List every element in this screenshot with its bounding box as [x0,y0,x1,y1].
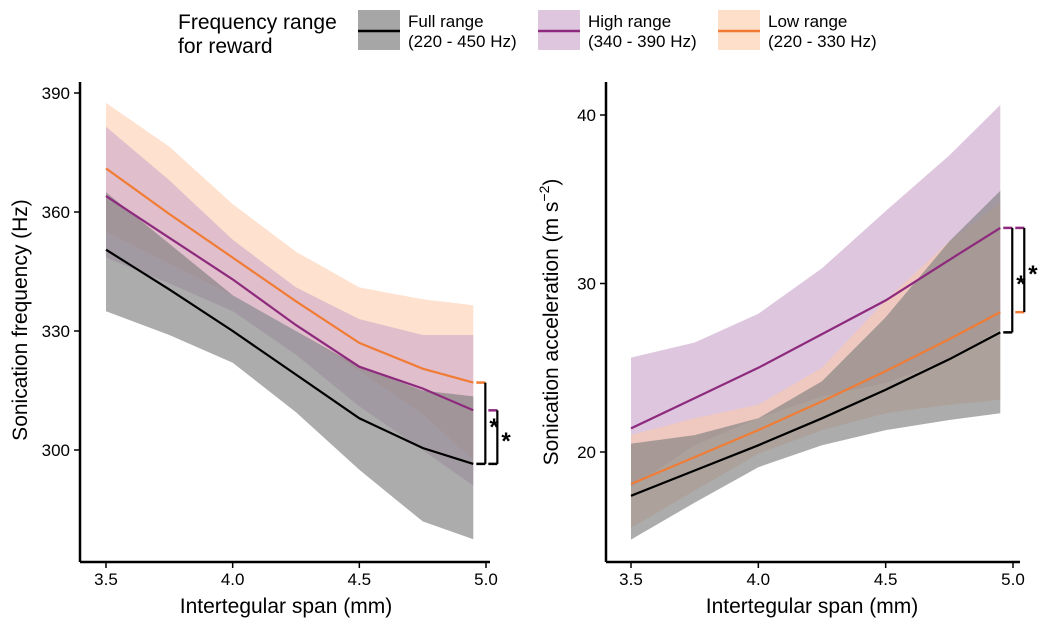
x-tick-label: 3.5 [619,570,643,589]
fit-line-full [105,248,474,465]
fit-line-high [630,226,1001,430]
x-tick-label: 3.5 [94,570,118,589]
acceleration-x-axis-title: Intertegular span (mm) [706,595,918,618]
acceleration-y-axis-title-superscript: −2 [536,185,552,201]
confidence-band-full [631,190,1001,540]
acceleration-axes: 3.5 4.0 4.5 5.0 20 30 40 [577,82,1025,589]
significance-star: * [1028,261,1038,288]
legend-title-line1: Frequency range [178,11,337,34]
x-tick-label: 4.0 [221,570,245,589]
acceleration-y-axis-title-suffix: ) [540,179,563,186]
y-tick-label: 390 [42,84,70,103]
significance-star: * [501,428,511,455]
legend-label-full-line1: Full range [408,12,484,31]
confidence-band-high [631,104,1001,488]
y-tick-label: 30 [577,275,596,294]
y-tick-label: 20 [577,443,596,462]
significance-star: * [489,414,499,441]
frequency-fit-lines [105,167,474,465]
fit-line-full [630,331,1001,497]
legend-label-low-line1: Low range [768,12,847,31]
y-tick-label: 300 [42,441,70,460]
acceleration-significance-brackets: * * [1003,226,1038,334]
frequency-axes: 3.5 4.0 4.5 5.0 300 330 360 390 [42,82,498,589]
legend-label-full-line2: (220 - 450 Hz) [408,32,517,51]
acceleration-y-axis-title-main: Sonication acceleration (m s [540,202,563,466]
frequency-y-axis-title: Sonication frequency (Hz) [9,199,32,441]
legend-label-high-line2: (340 - 390 Hz) [588,32,697,51]
acceleration-y-axis-title: Sonication acceleration (m s−2) [536,179,563,466]
y-tick-label: 360 [42,203,70,222]
legend-label-low-line2: (220 - 330 Hz) [768,32,877,51]
fit-line-high [105,195,474,412]
legend: Frequency range for reward Full range (2… [178,10,877,58]
fit-line-low [630,311,1001,486]
x-tick-label: 5.0 [1001,570,1025,589]
frequency-significance-brackets: ** [476,381,511,466]
x-tick-label: 5.0 [474,570,498,589]
y-tick-label: 330 [42,322,70,341]
confidence-band-full [106,192,474,540]
x-tick-label: 4.0 [747,570,771,589]
acceleration-fit-lines [630,226,1001,497]
fit-line-low [105,167,474,384]
y-tick-label: 40 [577,106,596,125]
legend-label-high-line1: High range [588,12,671,31]
significance-star: * [1016,271,1026,298]
frequency-confidence-bands [106,102,474,540]
x-tick-label: 4.5 [874,570,898,589]
frequency-x-axis-title: Intertegular span (mm) [180,595,392,618]
frequency-panel: 3.5 4.0 4.5 5.0 300 330 360 390 ** Intertegular… [9,82,511,618]
acceleration-confidence-bands [631,104,1001,540]
legend-title-line2: for reward [178,35,273,58]
acceleration-panel: 3.5 4.0 4.5 5.0 20 30 40 * * Intertegular span … [536,82,1038,618]
x-tick-label: 4.5 [348,570,372,589]
